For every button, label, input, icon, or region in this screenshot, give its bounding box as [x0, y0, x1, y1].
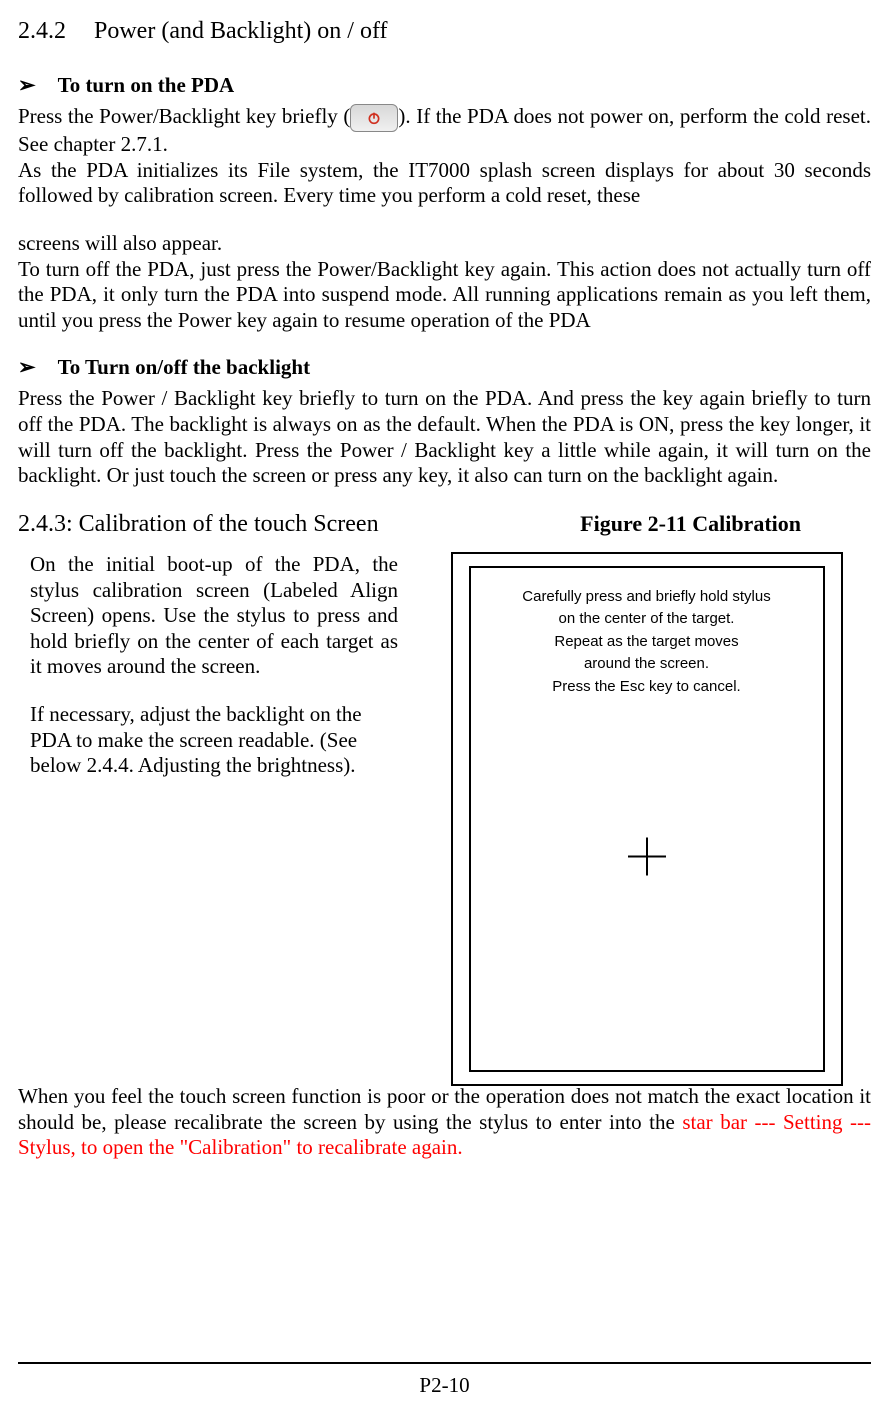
calibration-cross-icon: [626, 836, 668, 883]
calibration-text-col: On the initial boot-up of the PDA, the s…: [18, 552, 398, 1086]
calib-para1: On the initial boot-up of the PDA, the s…: [30, 552, 398, 680]
calibration-screenshot-inner: Carefully press and briefly hold stylus …: [469, 566, 825, 1072]
page-number: P2-10: [0, 1373, 889, 1398]
section-heading-242: 2.4.2 Power (and Backlight) on / off: [18, 18, 871, 45]
arrow-icon: ➢: [18, 355, 36, 380]
section-heading-243: 2.4.3: Calibration of the touch Screen: [18, 511, 379, 538]
calibration-screen-text: Carefully press and briefly hold stylus …: [471, 568, 823, 699]
section-title: Power (and Backlight) on / off: [94, 18, 388, 44]
screen-line5: Press the Esc key to cancel.: [471, 676, 823, 699]
bullet-title: To Turn on/off the backlight: [58, 355, 310, 379]
para1-a: Press the Power/Backlight key briefly (: [18, 104, 350, 128]
section-number: 2.4.2: [18, 18, 66, 44]
paragraph-initialize: As the PDA initializes its File system, …: [18, 158, 871, 209]
calibration-screenshot-outer: Carefully press and briefly hold stylus …: [451, 552, 843, 1086]
figure-label: Figure 2-11 Calibration: [580, 511, 801, 537]
paragraph-press-power: Press the Power/Backlight key briefly ()…: [18, 104, 871, 158]
recalibrate-paragraph: When you feel the touch screen function …: [18, 1084, 871, 1161]
paragraph-screens-appear: screens will also appear.: [18, 231, 871, 257]
footer-divider: [18, 1362, 871, 1364]
screen-line2: on the center of the target.: [471, 608, 823, 631]
arrow-icon: ➢: [18, 73, 36, 98]
calib-para2: If necessary, adjust the backlight on th…: [30, 702, 398, 779]
paragraph-backlight-instructions: Press the Power / Backlight key briefly …: [18, 386, 871, 488]
screen-line1: Carefully press and briefly hold stylus: [471, 586, 823, 609]
calibration-figure-col: Carefully press and briefly hold stylus …: [422, 552, 871, 1086]
calibration-heading-row: 2.4.3: Calibration of the touch Screen F…: [18, 511, 871, 538]
paragraph-turn-off: To turn off the PDA, just press the Powe…: [18, 257, 871, 334]
bullet-turn-on-pda: ➢ To turn on the PDA: [18, 73, 871, 98]
bullet-backlight: ➢ To Turn on/off the backlight: [18, 355, 871, 380]
bullet-title: To turn on the PDA: [58, 73, 235, 97]
screen-line3: Repeat as the target moves: [471, 631, 823, 654]
screen-line4: around the screen.: [471, 653, 823, 676]
calibration-two-col: On the initial boot-up of the PDA, the s…: [18, 552, 871, 1086]
power-button-icon: [350, 104, 398, 132]
